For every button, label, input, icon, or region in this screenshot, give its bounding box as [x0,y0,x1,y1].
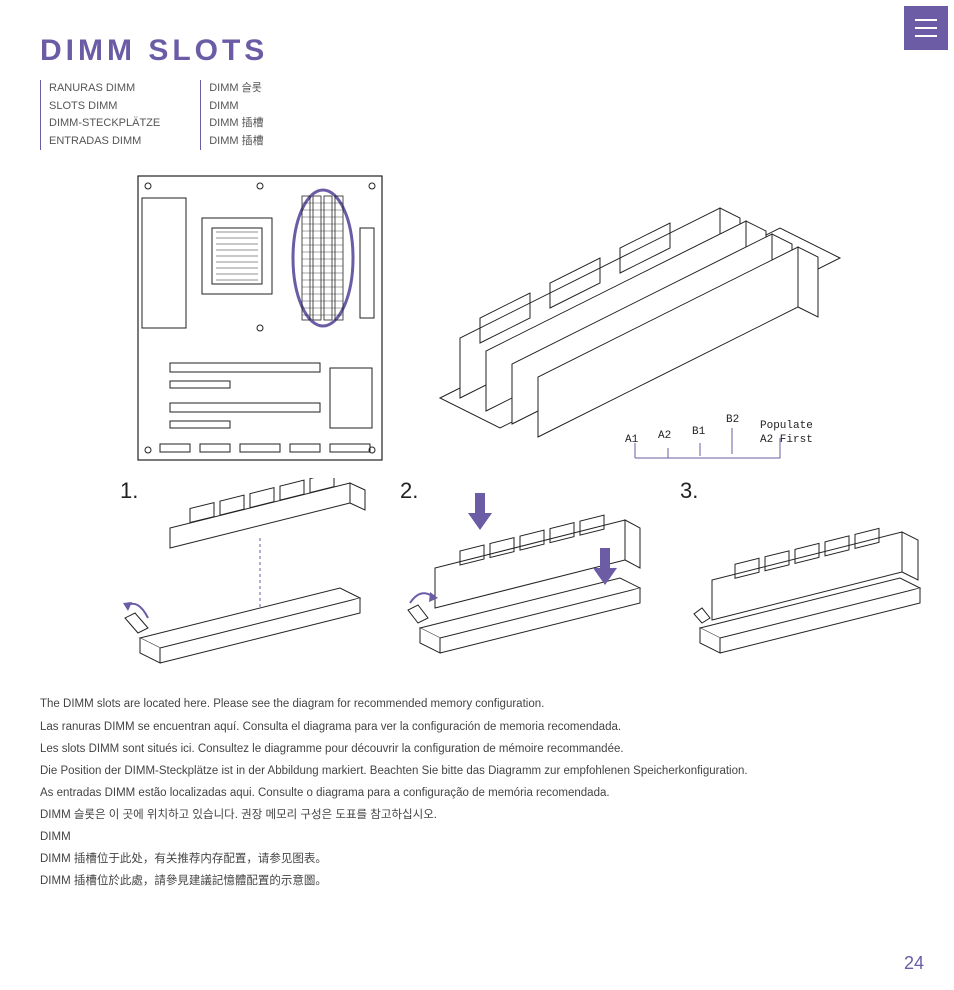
page-number: 24 [904,953,924,974]
slot-label-a1: A1 [625,434,639,446]
lang-item: DIMM 插槽 [209,115,263,133]
lang-item: SLOTS DIMM [49,98,160,116]
slot-label-b2: B2 [726,414,739,426]
page-content: DIMM SLOTS RANURAS DIMM SLOTS DIMM DIMM-… [0,0,954,892]
desc-line: DIMM 슬롯은 이 곳에 위치하고 있습니다. 권장 메모리 구성은 도표를 … [40,805,914,825]
lang-item: DIMM 插槽 [209,133,263,151]
lang-item: DIMM 슬롯 [209,80,263,98]
slot-label-b1: B1 [692,426,706,438]
diagram-row: A1 A2 B1 B2 Populate A2 First [130,168,914,468]
step-number: 3. [680,478,698,504]
populate-text-1: Populate [760,420,813,432]
menu-bar-icon [915,19,937,21]
menu-bar-icon [915,35,937,37]
lang-item: DIMM [209,98,263,116]
lang-item: RANURAS DIMM [49,80,160,98]
language-columns: RANURAS DIMM SLOTS DIMM DIMM-STECKPLÄTZE… [40,80,914,150]
step-2: 2. [400,478,660,668]
desc-line: Les slots DIMM sont situés ici. Consulte… [40,739,914,759]
lang-item: DIMM-STECKPLÄTZE [49,115,160,133]
desc-line: DIMM 插槽位于此处，有关推荐内存配置，请参见图表。 [40,849,914,869]
desc-line: As entradas DIMM estão localizadas aqui.… [40,783,914,803]
page-title: DIMM SLOTS [40,34,914,68]
step-number: 1. [120,478,138,504]
desc-line: Die Position der DIMM-Steckplätze ist in… [40,761,914,781]
desc-line: The DIMM slots are located here. Please … [40,694,914,714]
step-3: 3. [680,478,940,668]
populate-text-2: A2 First [760,434,813,446]
motherboard-diagram [130,168,390,468]
install-steps: 1. [120,478,914,668]
menu-bar-icon [915,27,937,29]
desc-line: DIMM 插槽位於此處，請參見建議記憶體配置的示意圖。 [40,871,914,891]
desc-line: Las ranuras DIMM se encuentran aquí. Con… [40,717,914,737]
lang-item: ENTRADAS DIMM [49,133,160,151]
description-block: The DIMM slots are located here. Please … [40,694,914,891]
slot-label-a2: A2 [658,430,671,442]
desc-line: DIMM [40,827,914,847]
step-number: 2. [400,478,418,504]
lang-col-2: DIMM 슬롯 DIMM DIMM 插槽 DIMM 插槽 [200,80,263,150]
step-1: 1. [120,478,380,668]
lang-col-1: RANURAS DIMM SLOTS DIMM DIMM-STECKPLÄTZE… [40,80,160,150]
menu-button[interactable] [904,6,948,50]
dimm-iso-diagram: A1 A2 B1 B2 Populate A2 First [420,168,880,468]
